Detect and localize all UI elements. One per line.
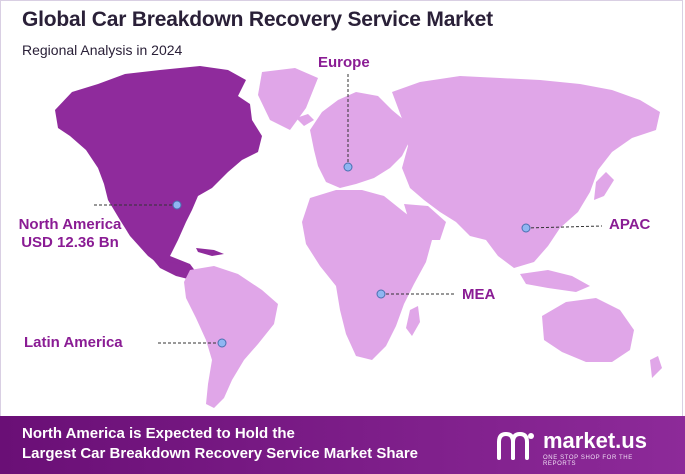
south-america-shape — [184, 266, 278, 408]
north-america-label: North America USD 12.36 Bn — [6, 216, 134, 252]
europe-marker — [343, 162, 353, 172]
greenland-shape — [258, 68, 318, 130]
southeast-asia-islands-shape — [520, 270, 590, 292]
apac-leader-line — [525, 225, 603, 229]
europe-label: Europe — [318, 54, 370, 72]
arabian-peninsula-shape — [404, 204, 446, 240]
world-map — [55, 66, 662, 408]
brand-name: market.us — [543, 428, 647, 453]
north-america-marker — [172, 200, 182, 210]
market-us-logo-icon — [497, 431, 534, 460]
north-america-shape — [55, 66, 262, 276]
central-america-shape — [150, 256, 198, 280]
australia-shape — [542, 298, 634, 362]
brand-tagline: ONE STOP SHOP FOR THE REPORTS — [543, 455, 633, 467]
mea-label-name: MEA — [462, 286, 496, 303]
new-zealand-shape — [650, 356, 662, 378]
mea-marker — [376, 289, 386, 299]
iceland-shape — [296, 114, 314, 126]
latin-america-label: Latin America — [24, 334, 123, 352]
asia-shape — [392, 76, 660, 268]
caribbean-shape — [196, 248, 224, 256]
north-america-label-name: North America — [18, 216, 122, 233]
uk-shape — [318, 140, 332, 162]
apac-label-name: APAC — [609, 216, 651, 233]
north-america-value-label: USD 12.36 Bn — [21, 234, 119, 251]
madagascar-shape — [406, 306, 420, 336]
footer-banner: North America is Expected to Hold the La… — [0, 416, 685, 474]
africa-shape — [302, 190, 432, 360]
footer-line-2: Largest Car Breakdown Recovery Service M… — [22, 445, 419, 462]
europe-label-name: Europe — [318, 54, 370, 71]
mea-label: MEA — [462, 286, 495, 304]
latin-america-marker — [217, 338, 227, 348]
page-subtitle: Regional Analysis in 2024 — [22, 42, 183, 58]
brand-logo: market.us ONE STOP SHOP FOR THE REPORTS — [495, 426, 665, 467]
page-title: Global Car Breakdown Recovery Service Ma… — [22, 8, 493, 31]
apac-marker — [521, 223, 531, 233]
japan-shape — [594, 172, 614, 200]
apac-label: APAC — [609, 216, 650, 234]
footer-line-1: North America is Expected to Hold the — [22, 425, 295, 442]
europe-shape — [310, 92, 410, 188]
latin-america-label-name: Latin America — [24, 334, 123, 351]
